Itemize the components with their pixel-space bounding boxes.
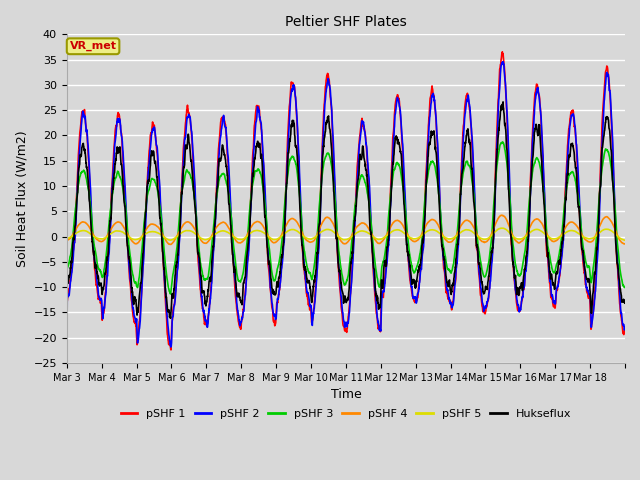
pSHF 3 bbox=[118, 184, 126, 190]
pSHF 3 bbox=[499, 139, 506, 145]
pSHF 3 bbox=[614, 242, 621, 248]
pSHF 5 bbox=[621, 238, 629, 243]
pSHF 3 bbox=[166, 291, 174, 297]
pSHF 4 bbox=[497, 212, 505, 218]
pSHF 4 bbox=[380, 237, 387, 242]
pSHF 4 bbox=[614, 233, 621, 239]
pSHF 2 bbox=[546, 279, 554, 285]
pSHF 1 bbox=[621, 326, 629, 332]
pSHF 4 bbox=[63, 237, 70, 243]
Hukseflux bbox=[499, 99, 507, 105]
pSHF 4 bbox=[621, 241, 629, 247]
pSHF 5 bbox=[498, 225, 506, 231]
pSHF 2 bbox=[167, 344, 175, 350]
pSHF 3 bbox=[546, 253, 554, 259]
pSHF 5 bbox=[239, 236, 247, 242]
pSHF 1 bbox=[63, 298, 70, 303]
Hukseflux bbox=[380, 269, 387, 275]
Line: pSHF 1: pSHF 1 bbox=[67, 52, 625, 350]
pSHF 2 bbox=[63, 324, 70, 330]
pSHF 1 bbox=[499, 49, 506, 55]
pSHF 2 bbox=[239, 310, 247, 315]
pSHF 1 bbox=[380, 289, 387, 295]
pSHF 4 bbox=[546, 236, 554, 242]
Title: Peltier SHF Plates: Peltier SHF Plates bbox=[285, 15, 407, 29]
Hukseflux bbox=[118, 174, 126, 180]
pSHF 5 bbox=[63, 236, 70, 241]
pSHF 2 bbox=[621, 324, 629, 330]
pSHF 1 bbox=[118, 150, 126, 156]
Hukseflux bbox=[515, 290, 522, 296]
pSHF 5 bbox=[380, 235, 387, 241]
pSHF 5 bbox=[118, 229, 126, 235]
Hukseflux bbox=[63, 280, 70, 286]
pSHF 1 bbox=[239, 306, 247, 312]
Line: Hukseflux: Hukseflux bbox=[67, 102, 625, 318]
Line: pSHF 5: pSHF 5 bbox=[67, 228, 625, 240]
pSHF 4 bbox=[166, 241, 174, 247]
pSHF 4 bbox=[515, 240, 522, 246]
pSHF 4 bbox=[118, 222, 126, 228]
X-axis label: Time: Time bbox=[330, 388, 361, 401]
pSHF 1 bbox=[167, 347, 175, 353]
pSHF 5 bbox=[515, 236, 522, 242]
pSHF 1 bbox=[515, 306, 522, 312]
pSHF 2 bbox=[380, 288, 387, 294]
pSHF 5 bbox=[613, 233, 621, 239]
pSHF 2 bbox=[499, 59, 506, 65]
Hukseflux bbox=[166, 315, 174, 321]
Line: pSHF 4: pSHF 4 bbox=[67, 215, 625, 244]
pSHF 5 bbox=[546, 235, 554, 240]
pSHF 3 bbox=[515, 272, 522, 277]
Y-axis label: Soil Heat Flux (W/m2): Soil Heat Flux (W/m2) bbox=[15, 131, 28, 267]
Line: pSHF 3: pSHF 3 bbox=[67, 142, 625, 294]
pSHF 3 bbox=[239, 270, 247, 276]
Hukseflux bbox=[614, 261, 621, 266]
pSHF 3 bbox=[63, 265, 70, 271]
pSHF 2 bbox=[515, 302, 522, 308]
Hukseflux bbox=[621, 298, 629, 303]
Hukseflux bbox=[546, 269, 554, 275]
Line: pSHF 2: pSHF 2 bbox=[67, 62, 625, 347]
pSHF 3 bbox=[380, 258, 387, 264]
pSHF 2 bbox=[614, 256, 621, 262]
Hukseflux bbox=[239, 281, 247, 287]
Text: VR_met: VR_met bbox=[70, 41, 116, 51]
pSHF 1 bbox=[546, 279, 554, 285]
Legend: pSHF 1, pSHF 2, pSHF 3, pSHF 4, pSHF 5, Hukseflux: pSHF 1, pSHF 2, pSHF 3, pSHF 4, pSHF 5, … bbox=[116, 404, 575, 423]
pSHF 4 bbox=[239, 238, 247, 244]
pSHF 1 bbox=[614, 264, 621, 270]
pSHF 2 bbox=[118, 143, 126, 149]
pSHF 3 bbox=[621, 285, 629, 290]
